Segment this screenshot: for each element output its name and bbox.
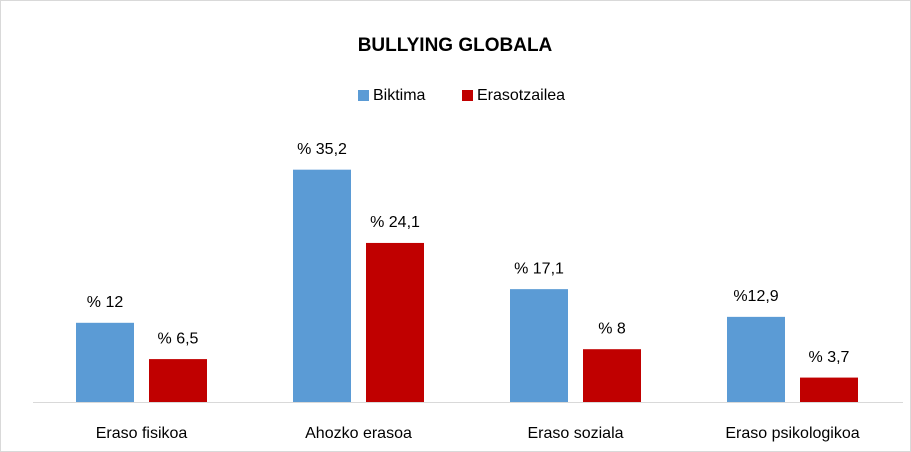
data-label: % 17,1: [514, 260, 564, 277]
x-tick-label: Eraso soziala: [527, 425, 623, 442]
bar: [366, 242, 424, 402]
legend-label: Biktima: [373, 87, 426, 104]
x-tick-label: Eraso psikologikoa: [725, 425, 859, 442]
data-label: % 8: [598, 320, 626, 337]
data-label: % 3,7: [809, 349, 850, 366]
bar: [76, 322, 134, 402]
data-label: % 35,2: [297, 141, 347, 158]
bar: [293, 169, 351, 402]
bar: [510, 289, 568, 402]
bar: [800, 377, 858, 402]
chart-title: BULLYING GLOBALA: [358, 35, 553, 56]
x-tick-label: Eraso fisikoa: [96, 425, 188, 442]
data-label: % 24,1: [370, 214, 420, 231]
data-label: % 12: [87, 294, 124, 311]
bar: [149, 359, 207, 402]
bar: [583, 349, 641, 402]
legend-swatch: [462, 90, 473, 101]
x-tick-label: Ahozko erasoa: [305, 425, 412, 442]
legend-swatch: [358, 90, 369, 101]
data-label: %12,9: [733, 288, 778, 305]
bar: [727, 316, 785, 402]
legend-label: Erasotzailea: [477, 87, 565, 104]
data-label: % 6,5: [158, 330, 199, 347]
